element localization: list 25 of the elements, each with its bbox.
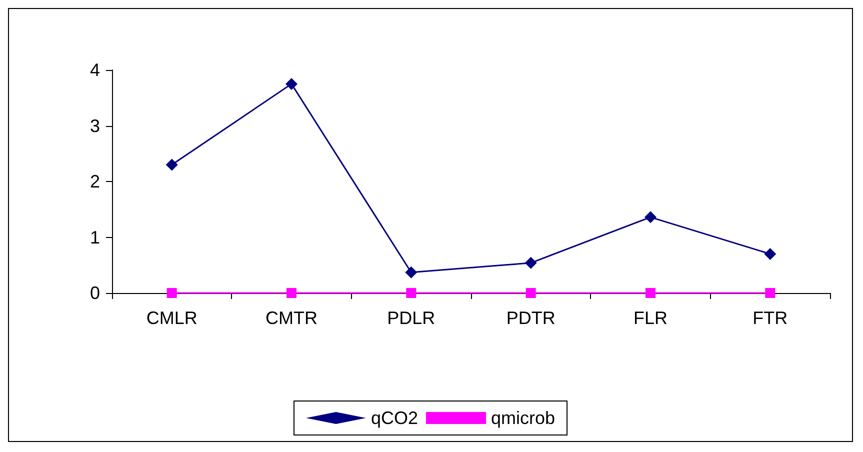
y-tick-label: 4 [90,60,100,80]
point [524,256,537,269]
point [166,158,178,171]
point [405,266,418,278]
point [166,288,177,298]
legend-label: qCO2 [370,408,418,428]
y-tick-label: 1 [90,227,100,248]
point [644,211,656,224]
point [286,78,298,90]
y-tick-label: 3 [90,116,100,136]
point [286,288,296,298]
x-tick-label: CMLR [146,308,198,328]
y-tick-label: 0 [90,283,100,303]
point [765,288,776,298]
x-tick-label: PDTR [506,308,556,328]
point [406,288,416,298]
y-tick-label: 2 [90,172,100,192]
x-tick-label: PDLR [387,308,436,328]
x-tick-label: FLR [633,308,668,328]
point [764,248,776,260]
x-tick-label: CMTR [266,308,318,328]
point [646,288,656,298]
x-tick-label: FTR [752,308,788,328]
legend-label: qmicrob [491,408,556,428]
point [526,288,536,298]
